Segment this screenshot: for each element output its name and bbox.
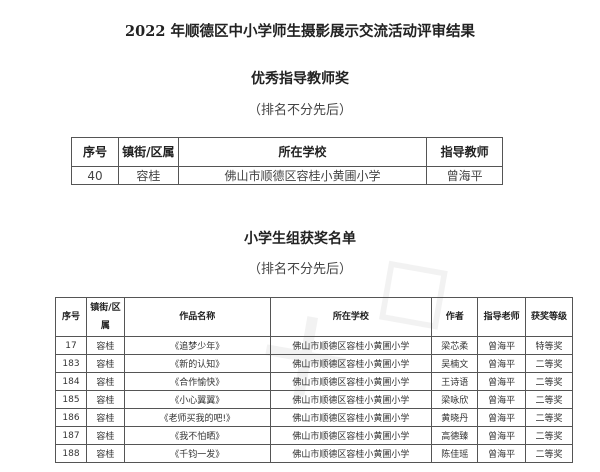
cell-author: 陈佳瑶 <box>431 444 479 463</box>
cell-work: 《合作愉快》 <box>123 372 271 391</box>
cell-award: 二等奖 <box>525 408 573 427</box>
header-index: 序号 <box>71 137 119 167</box>
header-region: 镇街/区属 <box>85 297 125 337</box>
cell-region: 容桂 <box>85 444 125 463</box>
cell-region: 容桂 <box>117 166 179 185</box>
cell-award: 二等奖 <box>525 390 573 409</box>
header-author: 作者 <box>431 297 479 337</box>
header-index: 序号 <box>55 297 87 337</box>
header-region: 镇街/区属 <box>117 137 179 167</box>
cell-work: 《老师买我的吧!》 <box>123 408 271 427</box>
cell-school: 佛山市顺德区容桂小黄圃小学 <box>269 408 433 427</box>
section1-title: 优秀指导教师奖 <box>251 71 349 87</box>
cell-region: 容桂 <box>85 426 125 445</box>
cell-region: 容桂 <box>85 390 125 409</box>
teacher-award-table: 序号 镇街/区属 所在学校 指导教师 40 容桂 佛山市顺德区容桂小黄圃小学 曾… <box>71 137 503 185</box>
cell-work: 《追梦少年》 <box>123 336 271 355</box>
table-row: 40 容桂 佛山市顺德区容桂小黄圃小学 曾海平 <box>71 166 503 185</box>
table-row: 187 容桂 《我不怕晒》 佛山市顺德区容桂小黄圃小学 高德臻 曾海平 二等奖 <box>55 426 573 445</box>
header-teacher: 指导教师 <box>426 137 503 167</box>
cell-school: 佛山市顺德区容桂小黄圃小学 <box>177 166 428 185</box>
cell-index: 188 <box>55 444 87 463</box>
cell-award: 二等奖 <box>525 354 573 373</box>
cell-school: 佛山市顺德区容桂小黄圃小学 <box>269 336 433 355</box>
table-row: 188 容桂 《千钧一发》 佛山市顺德区容桂小黄圃小学 陈佳瑶 曾海平 二等奖 <box>55 444 573 463</box>
cell-index: 17 <box>55 336 87 355</box>
table-row: 185 容桂 《小心翼翼》 佛山市顺德区容桂小黄圃小学 梁咏欣 曾海平 二等奖 <box>55 390 573 409</box>
cell-award: 二等奖 <box>525 444 573 463</box>
cell-region: 容桂 <box>85 336 125 355</box>
header-award: 获奖等级 <box>525 297 573 337</box>
cell-teacher: 曾海平 <box>477 336 527 355</box>
cell-award: 特等奖 <box>525 336 573 355</box>
table-header-row: 序号 镇街/区属 作品名称 所在学校 作者 指导老师 获奖等级 <box>55 297 573 337</box>
section2-title: 小学生组获奖名单 <box>244 231 356 247</box>
page-title: 2022 年顺德区中小学师生摄影展示交流活动评审结果 <box>125 23 475 40</box>
cell-region: 容桂 <box>85 354 125 373</box>
cell-teacher: 曾海平 <box>477 426 527 445</box>
cell-school: 佛山市顺德区容桂小黄圃小学 <box>269 426 433 445</box>
student-award-table: 序号 镇街/区属 作品名称 所在学校 作者 指导老师 获奖等级 17 容桂 《追梦少年》 佛山市顺… <box>55 297 573 463</box>
section2-subtitle: （排名不分先后） <box>247 262 352 277</box>
cell-work: 《我不怕晒》 <box>123 426 271 445</box>
cell-index: 184 <box>55 372 87 391</box>
cell-author: 梁芯柔 <box>431 336 479 355</box>
cell-award: 二等奖 <box>525 372 573 391</box>
table-row: 17 容桂 《追梦少年》 佛山市顺德区容桂小黄圃小学 梁芯柔 曾海平 特等奖 <box>55 336 573 355</box>
cell-teacher: 曾海平 <box>477 444 527 463</box>
cell-school: 佛山市顺德区容桂小黄圃小学 <box>269 444 433 463</box>
cell-author: 黄晓丹 <box>431 408 479 427</box>
header-school: 所在学校 <box>269 297 433 337</box>
cell-author: 吴楠文 <box>431 354 479 373</box>
cell-index: 183 <box>55 354 87 373</box>
header-work: 作品名称 <box>123 297 271 337</box>
section1-subtitle: （排名不分先后） <box>247 103 352 118</box>
header-teacher: 指导老师 <box>477 297 527 337</box>
cell-work: 《小心翼翼》 <box>123 390 271 409</box>
cell-index: 187 <box>55 426 87 445</box>
table-row: 183 容桂 《新的认知》 佛山市顺德区容桂小黄圃小学 吴楠文 曾海平 二等奖 <box>55 354 573 373</box>
cell-teacher: 曾海平 <box>477 354 527 373</box>
table-header-row: 序号 镇街/区属 所在学校 指导教师 <box>71 137 503 167</box>
cell-teacher: 曾海平 <box>477 408 527 427</box>
cell-teacher: 曾海平 <box>426 166 503 185</box>
cell-index: 40 <box>71 166 119 185</box>
table-row: 186 容桂 《老师买我的吧!》 佛山市顺德区容桂小黄圃小学 黄晓丹 曾海平 二等奖 <box>55 408 573 427</box>
cell-work: 《千钧一发》 <box>123 444 271 463</box>
cell-award: 二等奖 <box>525 426 573 445</box>
cell-school: 佛山市顺德区容桂小黄圃小学 <box>269 372 433 391</box>
cell-work: 《新的认知》 <box>123 354 271 373</box>
header-school: 所在学校 <box>177 137 428 167</box>
cell-region: 容桂 <box>85 372 125 391</box>
cell-author: 梁咏欣 <box>431 390 479 409</box>
cell-teacher: 曾海平 <box>477 372 527 391</box>
cell-author: 王诗语 <box>431 372 479 391</box>
table-row: 184 容桂 《合作愉快》 佛山市顺德区容桂小黄圃小学 王诗语 曾海平 二等奖 <box>55 372 573 391</box>
cell-index: 186 <box>55 408 87 427</box>
cell-teacher: 曾海平 <box>477 390 527 409</box>
cell-region: 容桂 <box>85 408 125 427</box>
cell-index: 185 <box>55 390 87 409</box>
cell-school: 佛山市顺德区容桂小黄圃小学 <box>269 354 433 373</box>
cell-author: 高德臻 <box>431 426 479 445</box>
cell-school: 佛山市顺德区容桂小黄圃小学 <box>269 390 433 409</box>
